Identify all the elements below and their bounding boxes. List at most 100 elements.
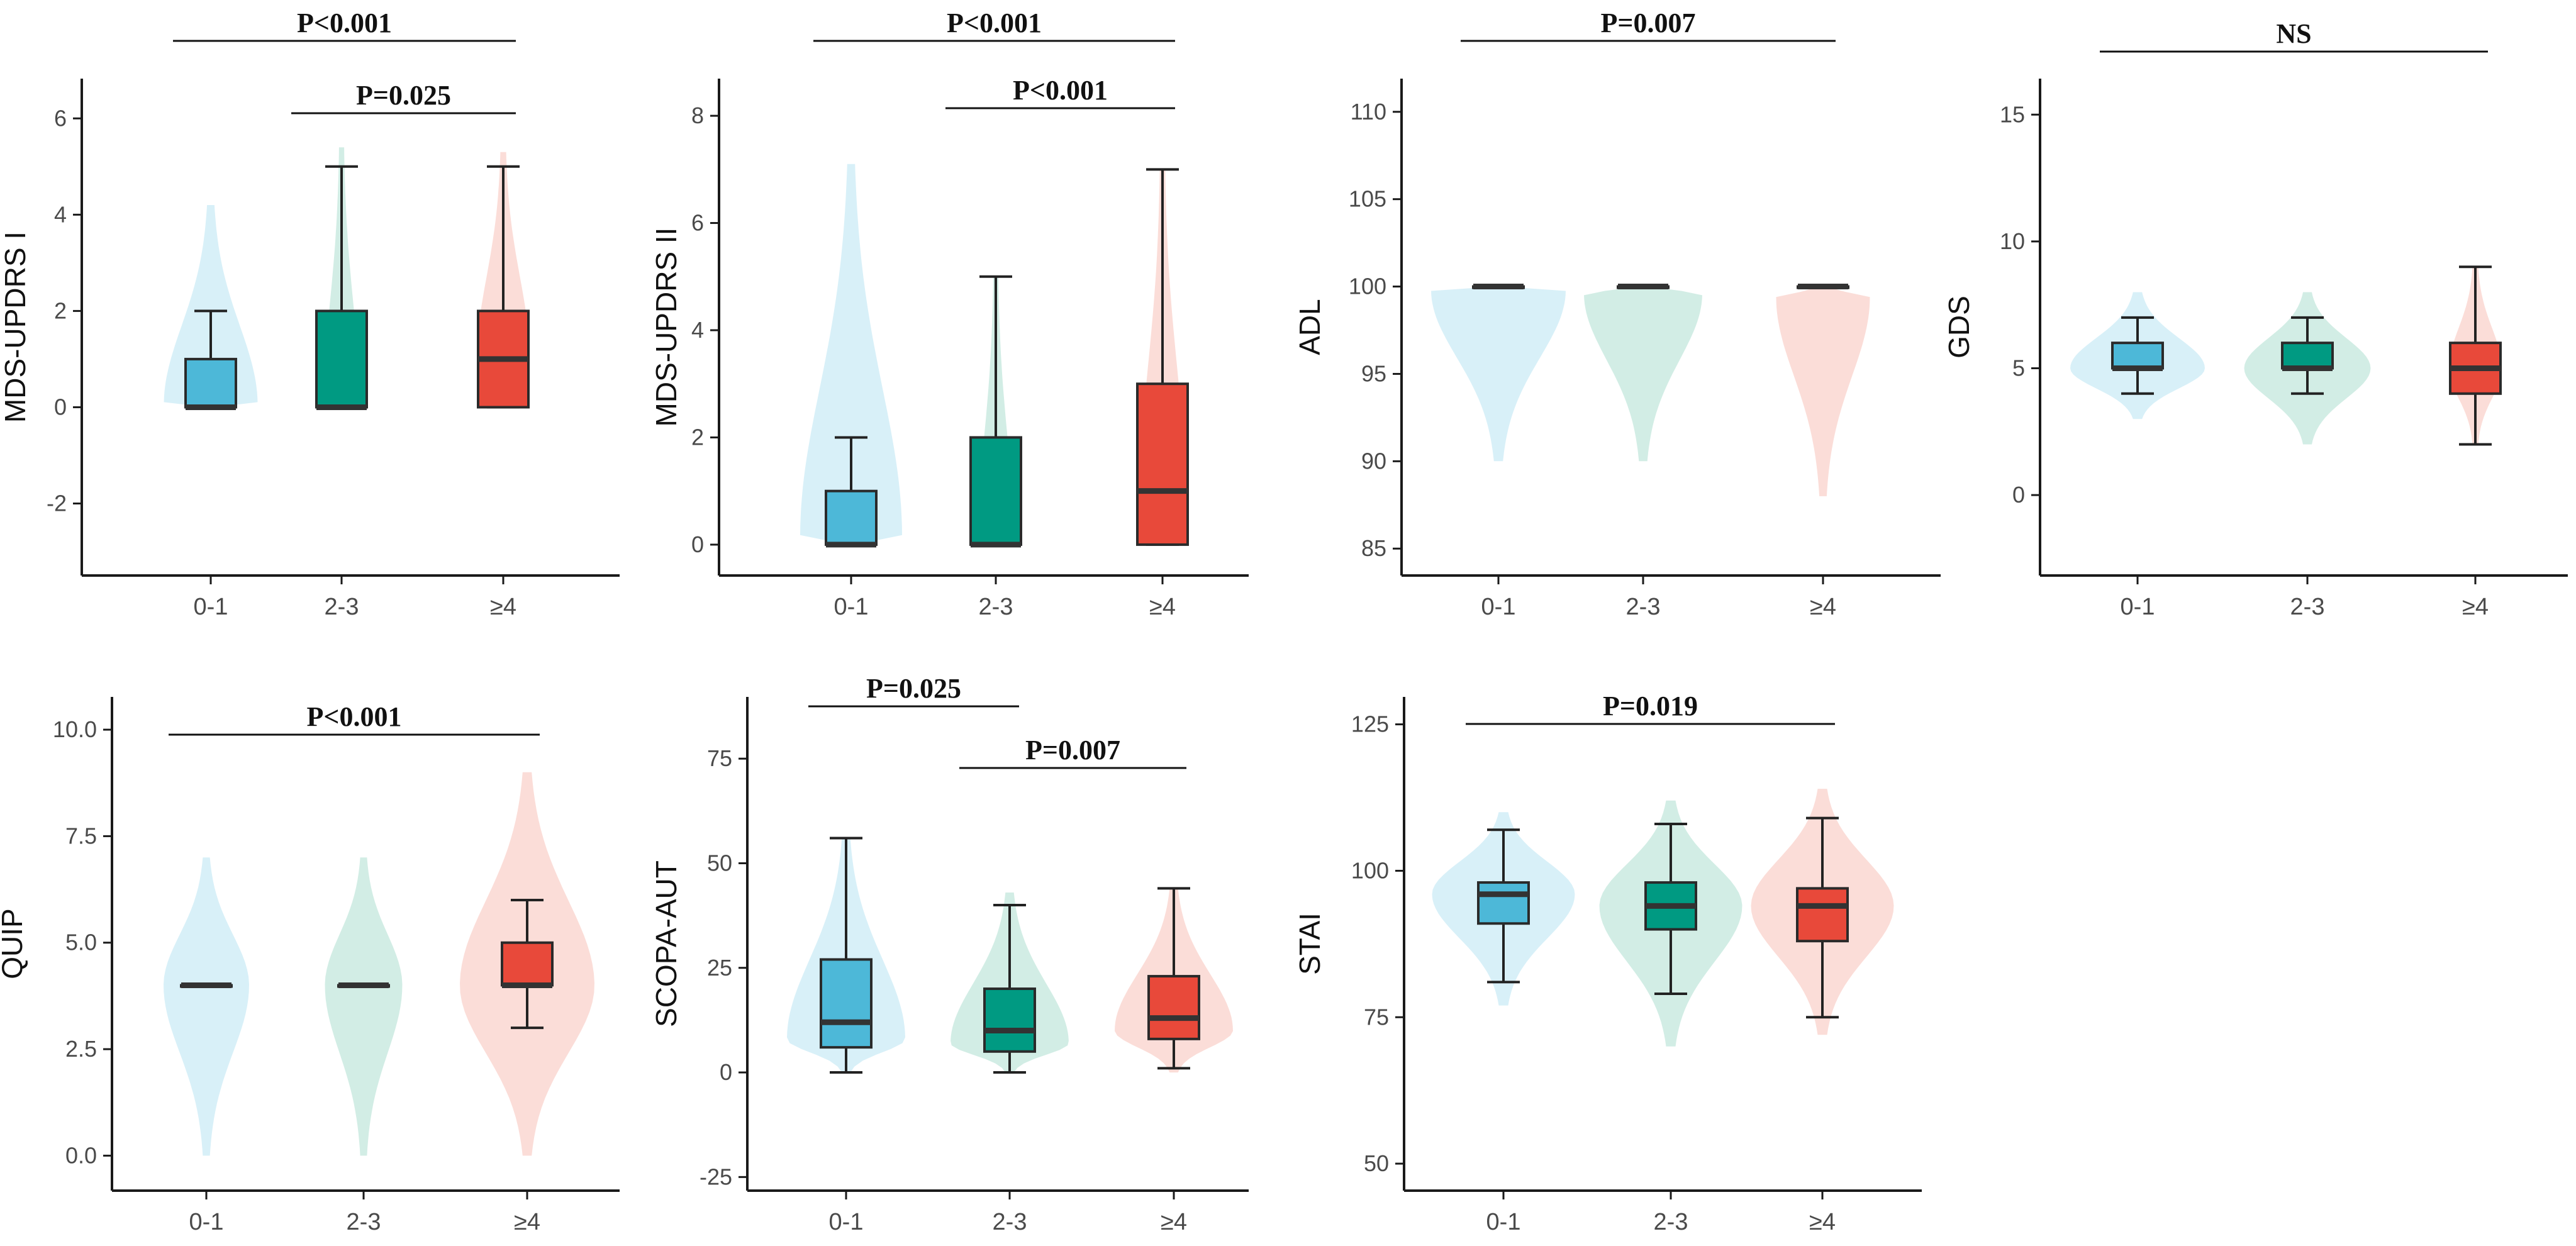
box-0-1 — [180, 982, 233, 988]
x-tick-label: 2-3 — [993, 1209, 1027, 1235]
box-iqr — [983, 987, 1036, 1053]
y-tick-label: 5.0 — [65, 930, 97, 955]
box-iqr — [820, 958, 873, 1049]
x-tick-label: ≥4 — [490, 594, 516, 620]
y-tick-label: 85 — [1361, 535, 1386, 561]
box-iqr — [825, 489, 878, 546]
x-tick-label: 0-1 — [1481, 594, 1516, 620]
y-tick-label: 100 — [1351, 857, 1389, 883]
violin-0-1 — [164, 205, 258, 408]
panel-adl: 85 90 95 100 105 110 0-1 2-3 ≥4 ADL P=0.007 — [1293, 8, 1941, 620]
panel-quip: 0.0 2.5 5.0 7.5 10.0 0-1 2-3 ≥4 QUIP P<0.001 — [0, 697, 620, 1235]
significance-label: P<0.001 — [947, 8, 1042, 38]
panel-scopa-aut: -25 0 25 50 75 0-1 2-3 ≥4 SCOPA-AUT P=0.025 P=0.00… — [650, 673, 1249, 1235]
x-tick-label: ≥4 — [2462, 594, 2489, 620]
x-tick-label: 2-3 — [979, 594, 1013, 620]
box-≥4 — [477, 165, 530, 409]
box-iqr — [1147, 975, 1200, 1040]
box-0-1 — [1477, 828, 1530, 984]
box-0-1 — [820, 837, 873, 1074]
box-≥4 — [1147, 887, 1200, 1070]
panel-stai: 50 75 100 125 0-1 2-3 ≥4 STAI P=0.019 — [1293, 691, 1922, 1235]
y-tick-label: 125 — [1351, 711, 1389, 737]
y-tick-label: 2.5 — [65, 1036, 97, 1062]
box-≥4 — [501, 899, 554, 1030]
y-tick-label: 90 — [1361, 448, 1386, 474]
x-tick-label: 0-1 — [829, 1209, 864, 1235]
y-tick-label: 95 — [1361, 360, 1386, 386]
x-tick-label: 2-3 — [1626, 594, 1661, 620]
box-2-3 — [1644, 822, 1697, 995]
box-0-1 — [1472, 284, 1525, 290]
y-axis-title: MDS-UPDRS II — [650, 228, 683, 427]
x-tick-label: 2-3 — [1654, 1209, 1688, 1235]
box-≥4 — [2449, 265, 2502, 446]
box-2-3 — [337, 982, 390, 988]
violin-0-1 — [164, 857, 249, 1156]
violin-2-3 — [1584, 286, 1702, 462]
y-tick-label: 0 — [691, 531, 704, 557]
box-2-3 — [315, 165, 368, 410]
y-axis-title: GDS — [1943, 296, 1975, 359]
box-≥4 — [1796, 816, 1849, 1019]
y-tick-label: 6 — [54, 105, 67, 131]
y-axis-title: ADL — [1293, 299, 1326, 355]
x-tick-label: 2-3 — [2290, 594, 2325, 620]
y-tick-label: 15 — [2000, 101, 2025, 127]
box-iqr — [315, 309, 368, 409]
y-tick-label: -25 — [700, 1164, 732, 1189]
significance-label: P=0.019 — [1603, 691, 1698, 721]
box-0-1 — [184, 309, 237, 410]
y-tick-label: 75 — [707, 745, 732, 771]
y-tick-label: 2 — [54, 298, 67, 323]
y-tick-label: 50 — [707, 850, 732, 876]
box-2-3 — [2281, 316, 2334, 395]
panel-gds: 0 5 10 15 0-1 2-3 ≥4 GDS NS — [1943, 18, 2568, 620]
y-tick-label: 10 — [2000, 228, 2025, 254]
y-tick-label: 8 — [691, 103, 704, 128]
violin-0-1 — [1431, 286, 1566, 462]
x-tick-label: 0-1 — [834, 594, 869, 620]
violin-2-3 — [325, 857, 403, 1156]
box-iqr — [969, 436, 1022, 546]
x-tick-label: 2-3 — [325, 594, 359, 620]
x-tick-label: 2-3 — [347, 1209, 381, 1235]
x-tick-label: ≥4 — [514, 1209, 540, 1235]
y-tick-label: 4 — [691, 317, 704, 343]
box-iqr — [1477, 881, 1530, 925]
y-tick-label: 105 — [1349, 186, 1386, 212]
box-iqr — [1136, 382, 1189, 546]
y-tick-label: 7.5 — [65, 823, 97, 848]
y-tick-label: -2 — [47, 491, 67, 516]
significance-label: NS — [2276, 18, 2311, 49]
x-tick-label: ≥4 — [1809, 1209, 1836, 1235]
box-iqr — [184, 357, 237, 409]
box-≥4 — [1136, 168, 1189, 546]
box-2-3 — [983, 903, 1036, 1074]
box-2-3 — [1617, 284, 1670, 290]
significance-label: P<0.001 — [307, 701, 402, 732]
panel-mds-updrs-ii: 0 2 4 6 8 0-1 2-3 ≥4 MDS-UPDRS II P<0.001 P<0.001 — [650, 8, 1249, 620]
y-axis-title: MDS-UPDRS I — [0, 231, 31, 423]
x-tick-label: 0-1 — [2121, 594, 2155, 620]
significance-label: P=0.025 — [356, 80, 451, 111]
y-tick-label: 4 — [54, 201, 67, 227]
y-tick-label: 0 — [54, 394, 67, 420]
x-tick-label: 0-1 — [194, 594, 228, 620]
y-tick-label: 10.0 — [53, 716, 97, 742]
box-≥4 — [1797, 284, 1849, 290]
box-0-1 — [825, 436, 878, 548]
violin-≥4 — [1776, 286, 1870, 496]
x-tick-label: ≥4 — [1810, 594, 1836, 620]
violin-0-1 — [800, 164, 902, 545]
y-tick-label: 75 — [1364, 1004, 1389, 1030]
y-tick-label: 110 — [1351, 99, 1386, 125]
significance-label: P=0.007 — [1601, 8, 1696, 38]
panel-mds-updrs-i: -2 0 2 4 6 0-1 2-3 ≥4 MDS-UPDRS I P<0.001 P=0.025 — [0, 8, 620, 620]
significance-label: P<0.001 — [1013, 75, 1108, 106]
y-tick-label: 2 — [691, 424, 704, 450]
y-axis-title: STAI — [1293, 913, 1326, 975]
y-axis-title: SCOPA-AUT — [650, 860, 683, 1027]
x-tick-label: ≥4 — [1161, 1209, 1187, 1235]
